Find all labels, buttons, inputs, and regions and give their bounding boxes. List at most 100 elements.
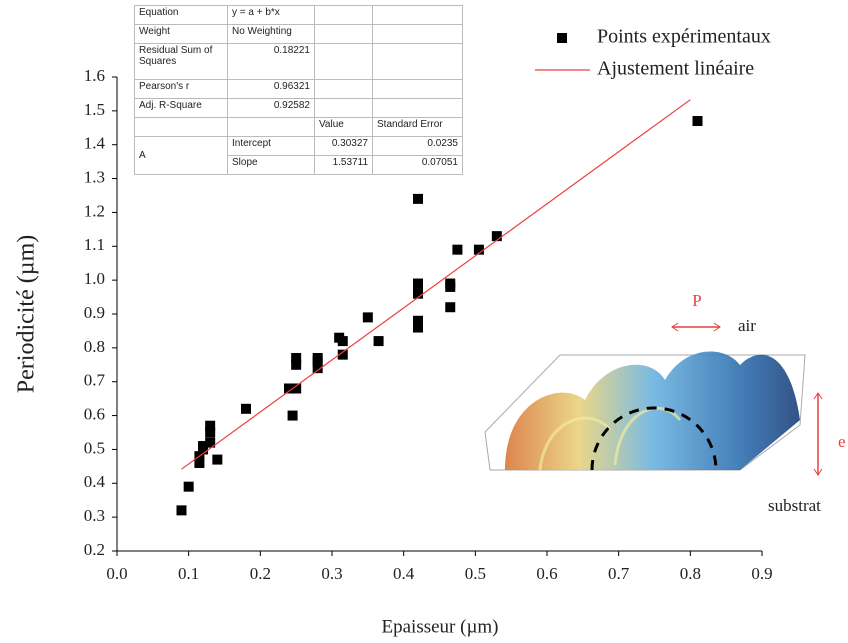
legend-label: Ajustement linéaire <box>597 58 754 80</box>
data-point <box>205 420 216 431</box>
x-tick-label: 0.1 <box>178 564 199 583</box>
table-cell <box>314 79 373 99</box>
data-point <box>212 454 223 465</box>
data-point <box>284 383 294 394</box>
x-tick-label: 0.8 <box>680 564 701 583</box>
data-point <box>194 457 205 468</box>
data-point <box>445 278 456 289</box>
data-point <box>337 349 348 360</box>
table-cell <box>314 43 373 80</box>
data-point <box>312 363 323 374</box>
y-tick-label: 1.4 <box>84 134 106 153</box>
table-cell: Slope <box>227 155 315 175</box>
x-tick-label: 0.9 <box>751 564 772 583</box>
arrow-head <box>813 468 823 476</box>
data-point <box>445 302 456 313</box>
table-cell: Weight <box>134 24 228 44</box>
y-tick-label: 1.3 <box>84 167 105 186</box>
table-cell: 0.07051 <box>372 155 463 175</box>
table-cell <box>314 98 373 118</box>
x-tick-label: 0.4 <box>393 564 415 583</box>
table-cell <box>372 24 463 44</box>
data-point <box>413 193 423 204</box>
data-point <box>337 336 348 347</box>
illustration: P air e substrat <box>484 291 846 515</box>
data-point <box>291 359 302 370</box>
y-axis-label: Periodicité (µm) <box>14 235 40 393</box>
table-cell <box>227 117 315 137</box>
table-cell: 0.30327 <box>314 136 373 156</box>
table-cell: 1.53711 <box>314 155 373 175</box>
y-tick-label: 0.9 <box>84 303 105 322</box>
period-label: P <box>692 291 701 310</box>
table-cell <box>314 24 373 44</box>
table-cell: Standard Error <box>372 117 463 137</box>
table-cell <box>314 5 373 25</box>
data-point <box>413 322 423 333</box>
y-tick-label: 0.5 <box>84 438 105 457</box>
data-point <box>413 288 423 299</box>
arrow-head <box>713 322 721 332</box>
box-outline <box>484 354 806 471</box>
data-point <box>491 231 502 242</box>
table-cell: No Weighting <box>227 24 315 44</box>
y-tick-label: 0.8 <box>84 337 105 356</box>
table-cell <box>134 117 228 137</box>
y-tick-label: 1.2 <box>84 201 105 220</box>
y-tick-label: 0.7 <box>84 371 106 390</box>
data-point <box>183 481 194 492</box>
legend-label: Points expérimentaux <box>597 26 771 48</box>
table-cell <box>372 5 463 25</box>
arrow-head <box>813 392 823 400</box>
data-point <box>287 410 298 421</box>
legend-marker <box>557 33 567 43</box>
data-point <box>473 244 484 255</box>
y-tick-label: 0.3 <box>84 506 105 525</box>
fit-line <box>181 99 691 470</box>
table-cell <box>372 43 463 80</box>
table-cell: Residual Sum of Squares <box>134 43 228 80</box>
data-point <box>692 116 703 127</box>
data-point <box>373 336 384 347</box>
data-point <box>312 353 323 364</box>
data-point <box>413 278 423 289</box>
table-cell <box>372 98 463 118</box>
y-tick-label: 1.6 <box>84 66 105 85</box>
x-tick-label: 0.6 <box>536 564 557 583</box>
x-axis-label: Epaisseur (µm) <box>382 616 499 637</box>
data-point <box>241 403 251 414</box>
data-point <box>452 244 463 255</box>
table-cell: Value <box>314 117 373 137</box>
data-point <box>205 437 216 448</box>
data-point <box>362 312 373 323</box>
y-tick-label: 1.5 <box>84 100 105 119</box>
y-tick-label: 1.0 <box>84 269 105 288</box>
table-cell: y = a + b*x <box>227 5 315 25</box>
x-tick-label: 0.3 <box>321 564 342 583</box>
table-cell: A <box>134 136 228 175</box>
x-tick-label: 0.2 <box>250 564 271 583</box>
y-tick-label: 1.1 <box>84 235 105 254</box>
substrate-label: substrat <box>768 496 821 515</box>
table-cell: Adj. R-Square <box>134 98 228 118</box>
table-cell: Pearson's r <box>134 79 228 99</box>
table-cell: 0.18221 <box>227 43 315 80</box>
data-point <box>291 383 302 394</box>
fit-table: Equation y = a + b*x Weight No Weighting R… <box>134 5 463 175</box>
table-cell: 0.0235 <box>372 136 463 156</box>
table-cell <box>372 79 463 99</box>
arrow-head <box>671 322 679 332</box>
data-point <box>198 441 208 452</box>
data-point <box>176 505 187 516</box>
grating-ridge <box>538 406 682 471</box>
y-tick-label: 0.2 <box>84 540 105 559</box>
dashed-arc <box>590 406 718 471</box>
thickness-label: e <box>838 432 846 451</box>
x-tick-label: 0.7 <box>608 564 630 583</box>
table-cell: Intercept <box>227 136 315 156</box>
air-label: air <box>738 316 756 335</box>
table-cell: 0.92582 <box>227 98 315 118</box>
data-point <box>205 427 216 438</box>
